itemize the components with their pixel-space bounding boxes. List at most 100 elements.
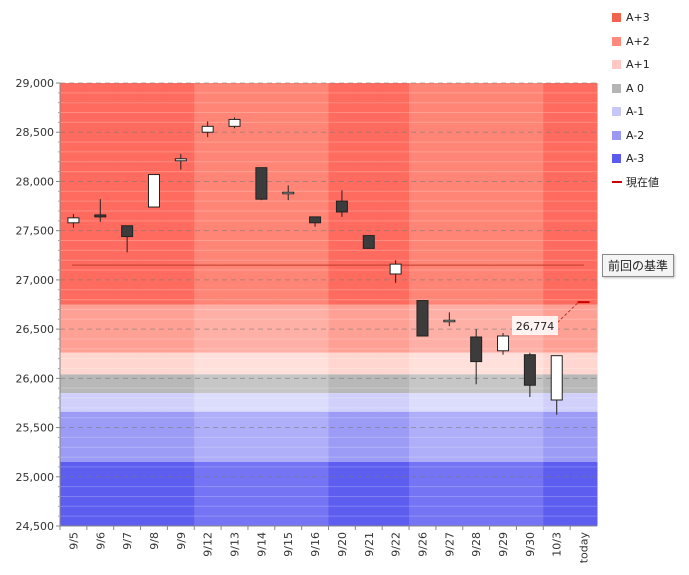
- band-aminus2: [274, 411, 303, 463]
- band-aplus3: [489, 83, 517, 305]
- band-aplus1: [167, 352, 195, 375]
- candle: [174, 153, 187, 170]
- candle-body-up: [443, 319, 456, 323]
- candle-body-up: [174, 158, 187, 162]
- band-aminus2: [382, 411, 410, 463]
- y-tick-label: 27,000: [16, 274, 55, 287]
- band-aminus1: [301, 393, 329, 412]
- candle: [550, 355, 563, 415]
- legend-label: A-3: [626, 152, 645, 166]
- legend-swatch-icon: [612, 83, 621, 93]
- band-aminus1: [167, 393, 195, 412]
- candle: [416, 300, 429, 337]
- legend-swatch-icon: [612, 130, 621, 140]
- band-a0: [140, 374, 168, 394]
- band-aminus1: [221, 393, 249, 412]
- band-aplus1: [301, 352, 329, 375]
- legend-item: 現在値: [612, 171, 689, 195]
- band-a0: [355, 374, 383, 394]
- band-aplus1: [435, 352, 464, 375]
- zone-bands: [60, 83, 598, 526]
- x-tick-label: today: [578, 532, 591, 564]
- band-a0: [60, 374, 88, 394]
- band-aminus3: [570, 462, 598, 526]
- legend-label: A-1: [626, 105, 645, 119]
- candle-body-up: [282, 191, 295, 195]
- legend-item: A 0: [612, 77, 689, 101]
- x-tick-label: 9/14: [255, 532, 268, 557]
- legend-swatch-icon: [612, 154, 621, 164]
- band-aminus3: [167, 462, 195, 526]
- band-aminus3: [113, 462, 142, 526]
- candle: [335, 190, 348, 217]
- band-aminus3: [247, 462, 276, 526]
- y-axis: 24,500 25,000 25,500 26,000 26,500 27,000 27,5…: [16, 77, 61, 533]
- candle-body-up: [497, 335, 510, 352]
- x-tick-label: 9/28: [470, 532, 483, 557]
- legend-item: A+3: [612, 6, 689, 30]
- band-aplus1: [86, 352, 115, 375]
- band-aminus2: [301, 411, 329, 463]
- band-aminus1: [355, 393, 383, 412]
- y-tick-label: 24,500: [16, 520, 55, 533]
- band-aminus2: [194, 411, 222, 463]
- band-aminus1: [409, 393, 437, 412]
- band-aplus3: [301, 83, 329, 305]
- chart-legend: A+3 A+2 A+1 A 0 A-1 A-2 A-3 現在値: [612, 6, 689, 194]
- band-a0: [194, 374, 222, 394]
- band-aplus3: [60, 83, 88, 305]
- band-aminus3: [274, 462, 303, 526]
- candle: [497, 333, 510, 355]
- band-aminus2: [355, 411, 383, 463]
- y-tick-label: 29,000: [16, 77, 55, 90]
- band-aminus1: [274, 393, 303, 412]
- band-aplus3: [435, 83, 464, 305]
- band-aminus3: [489, 462, 517, 526]
- x-tick-label: 9/29: [497, 532, 510, 557]
- legend-item: A-1: [612, 100, 689, 124]
- candle: [201, 121, 214, 138]
- candle-body-down: [362, 235, 375, 249]
- band-aplus1: [328, 352, 356, 375]
- band-aplus1: [274, 352, 303, 375]
- band-aminus2: [516, 411, 544, 463]
- band-aplus1: [409, 352, 437, 375]
- legend-label: A+1: [626, 58, 650, 72]
- band-aminus3: [382, 462, 410, 526]
- x-tick-label: 9/7: [121, 532, 134, 550]
- band-aminus3: [301, 462, 329, 526]
- band-aminus1: [86, 393, 115, 412]
- candle-body-down: [121, 225, 134, 238]
- band-aplus1: [382, 352, 410, 375]
- x-tick-label: 9/13: [229, 532, 242, 557]
- band-aminus3: [140, 462, 168, 526]
- legend-label: 現在値: [626, 176, 659, 190]
- candle-body-down: [470, 336, 483, 363]
- band-aminus3: [543, 462, 571, 526]
- band-aplus1: [247, 352, 276, 375]
- band-aplus3: [516, 83, 544, 305]
- candles: [67, 117, 563, 415]
- band-a0: [409, 374, 437, 394]
- band-aminus1: [516, 393, 544, 412]
- band-aplus1: [570, 352, 598, 375]
- band-aplus1: [113, 352, 142, 375]
- band-a0: [113, 374, 142, 394]
- x-tick-label: 9/27: [443, 532, 456, 557]
- band-a0: [301, 374, 329, 394]
- legend-label: A+2: [626, 34, 650, 48]
- candle: [147, 174, 160, 208]
- legend-item: A+2: [612, 30, 689, 54]
- candle-body-up: [228, 118, 241, 127]
- x-tick-label: 9/26: [416, 532, 429, 557]
- band-aminus3: [221, 462, 249, 526]
- x-tick-label: 9/9: [175, 532, 188, 550]
- y-tick-label: 28,500: [16, 126, 55, 139]
- band-aplus3: [543, 83, 571, 305]
- band-aplus3: [194, 83, 222, 305]
- band-aminus3: [462, 462, 491, 526]
- band-aminus2: [167, 411, 195, 463]
- legend-line-icon: [612, 181, 622, 184]
- band-aminus1: [435, 393, 464, 412]
